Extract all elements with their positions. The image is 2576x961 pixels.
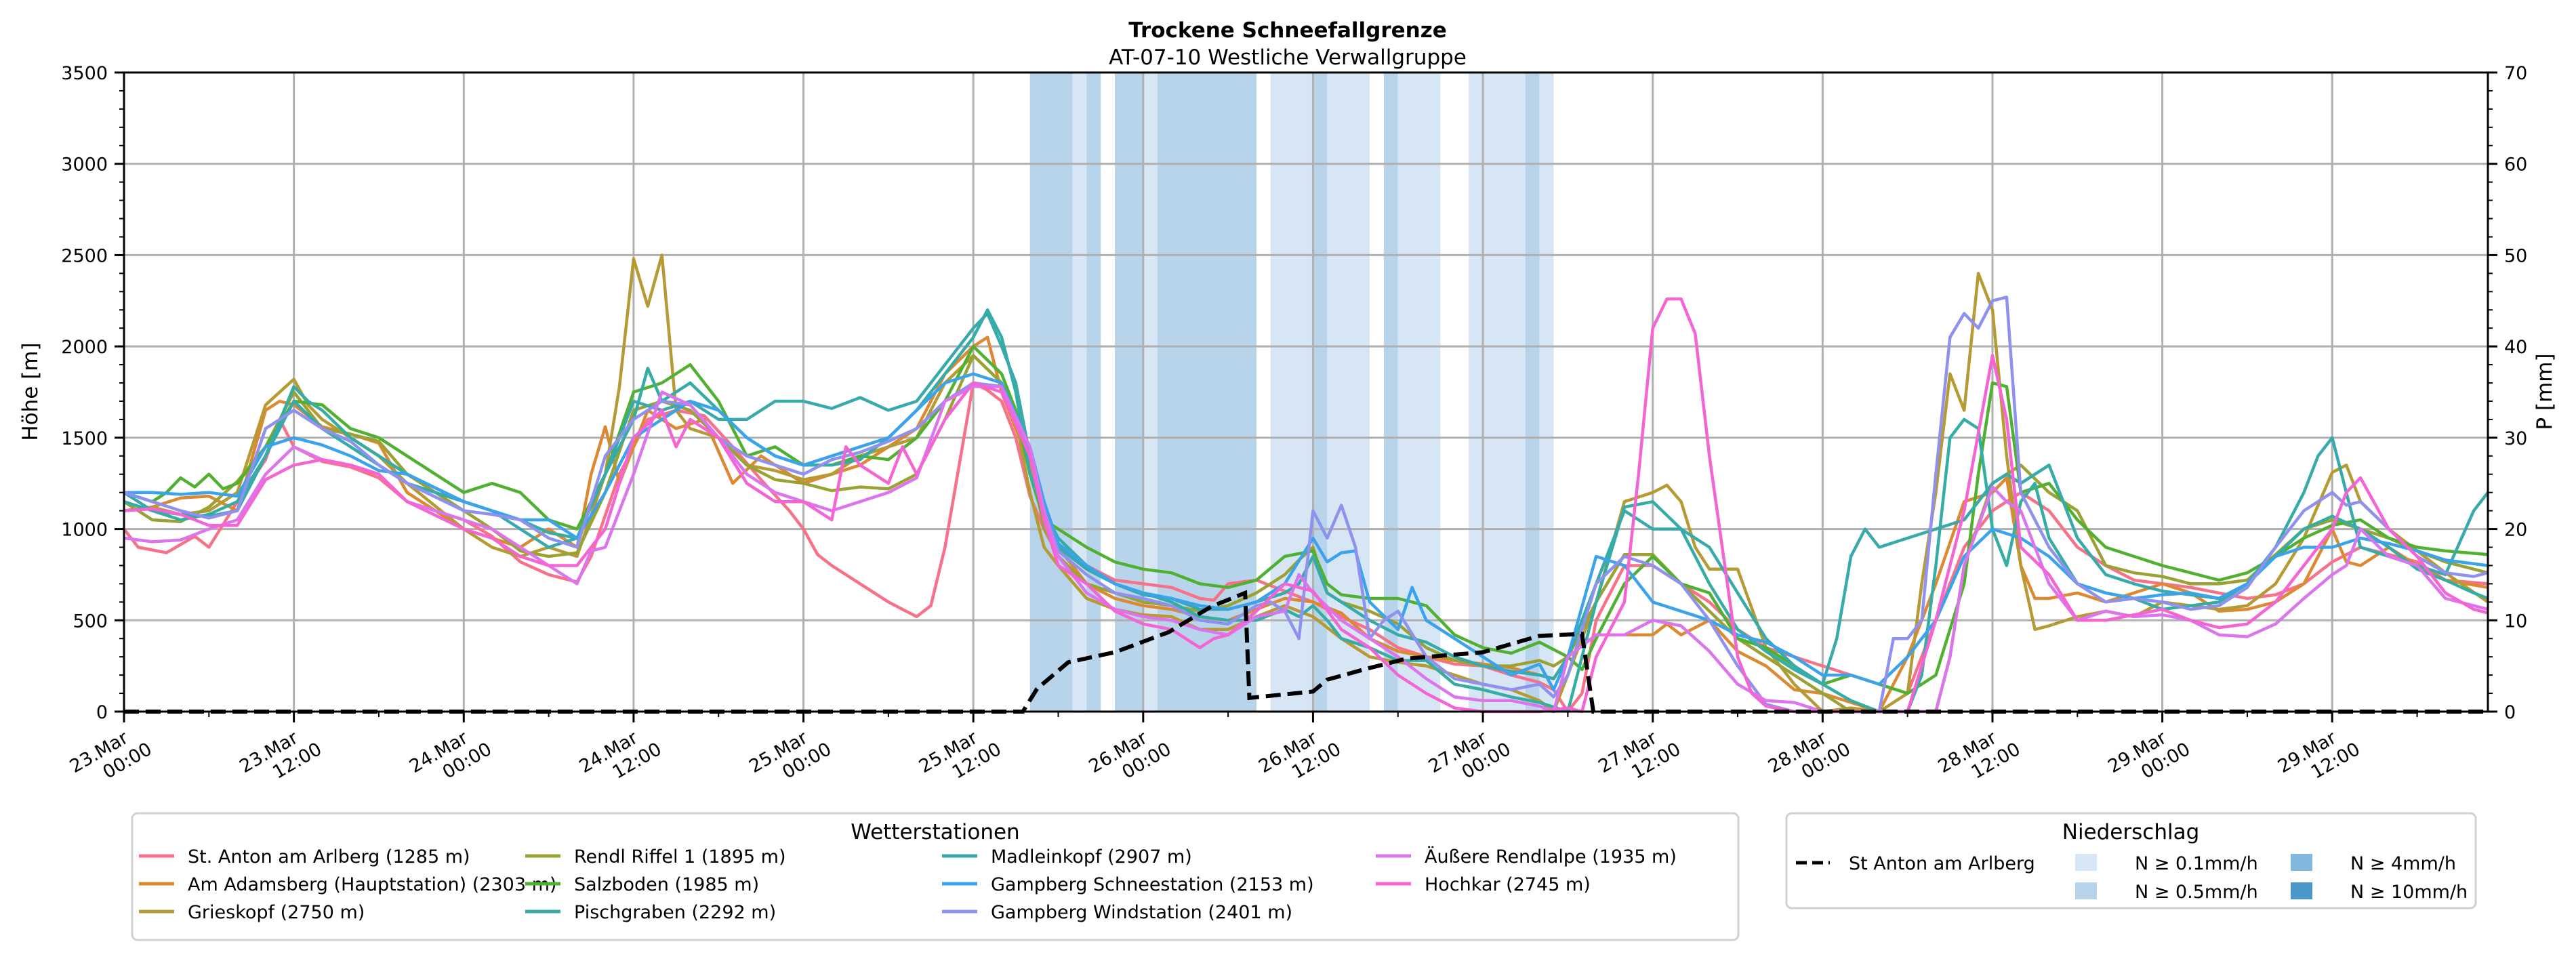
legend-label-7: Gampberg Schneestation (2153 m) bbox=[991, 874, 1314, 895]
legend-precip-title: Niederschlag bbox=[2062, 820, 2200, 844]
y2-tick-label: 10 bbox=[2504, 611, 2527, 632]
legend-label-6: Madleinkopf (2907 m) bbox=[991, 846, 1192, 867]
legend-band-swatch-3 bbox=[2291, 882, 2312, 899]
legend-label-8: Gampberg Windstation (2401 m) bbox=[991, 902, 1292, 923]
y-tick-label: 3500 bbox=[61, 63, 108, 84]
legend-label-10: Hochkar (2745 m) bbox=[1425, 874, 1591, 895]
legend-band-label-1: N ≥ 0.5mm/h bbox=[2135, 882, 2258, 903]
y2-tick-label: 30 bbox=[2504, 428, 2527, 449]
y2-tick-label: 50 bbox=[2504, 245, 2527, 266]
legend-label-4: Salzboden (1985 m) bbox=[574, 874, 759, 895]
legend-band-label-2: N ≥ 4mm/h bbox=[2350, 853, 2456, 874]
legend-band-label-0: N ≥ 0.1mm/h bbox=[2135, 853, 2258, 874]
y-axis-label: Höhe [m] bbox=[18, 342, 43, 441]
series-line-4 bbox=[123, 344, 2489, 695]
series-line-6 bbox=[123, 312, 2489, 686]
y2-tick-label: 60 bbox=[2504, 155, 2527, 176]
series-line-5 bbox=[123, 308, 2489, 714]
precip-line-group bbox=[124, 590, 2488, 714]
legend-band-swatch-1 bbox=[2075, 882, 2097, 899]
y-tick-label: 2500 bbox=[61, 245, 108, 266]
y-axis-right: 0 10 20 30 40 50 60 70 bbox=[2488, 63, 2527, 723]
series-line-9 bbox=[123, 385, 2489, 714]
legend-label-1: Am Adamsberg (Hauptstation) (2303 m) bbox=[188, 874, 556, 895]
legend-stations-title: Wetterstationen bbox=[851, 820, 1019, 844]
precip-band-11 bbox=[1469, 73, 1526, 712]
legend-band-swatch-0 bbox=[2075, 854, 2097, 871]
precip-band-7 bbox=[1313, 73, 1328, 712]
y2-tick-label: 20 bbox=[2504, 520, 2527, 541]
y-tick-label: 1000 bbox=[61, 520, 108, 541]
precip-band-9 bbox=[1383, 73, 1398, 712]
legend-label-9: Äußere Rendlalpe (1935 m) bbox=[1425, 846, 1677, 867]
legend-label-5: Pischgraben (2292 m) bbox=[574, 902, 776, 923]
legend-band-swatch-2 bbox=[2291, 854, 2312, 871]
chart-title: Trockene Schneefallgrenze bbox=[1128, 18, 1447, 43]
legend-band-label-3: N ≥ 10mm/h bbox=[2350, 882, 2468, 903]
legend-precip-line-label: St Anton am Arlberg bbox=[1849, 853, 2035, 874]
legend-stations: Wetterstationen St. Anton am Arlberg (12… bbox=[131, 812, 1740, 941]
series-line-7 bbox=[124, 372, 2489, 691]
precip-band-1 bbox=[1072, 73, 1087, 712]
series-lines bbox=[123, 253, 2489, 714]
legend-label-0: St. Anton am Arlberg (1285 m) bbox=[188, 846, 470, 867]
y-tick-label: 1500 bbox=[61, 428, 108, 449]
y2-tick-label: 0 bbox=[2504, 702, 2516, 723]
y-tick-label: 2000 bbox=[61, 337, 108, 358]
legend-label-2: Grieskopf (2750 m) bbox=[188, 902, 365, 923]
y-tick-label: 3000 bbox=[61, 155, 108, 176]
legend-stations-items: St. Anton am Arlberg (1285 m) Am Adamsber… bbox=[139, 846, 1677, 923]
precip-band-13 bbox=[1539, 73, 1554, 712]
y-axis-left: 0 500 1000 1500 2000 2500 3000 3500 bbox=[61, 63, 124, 723]
precip-cumulative-line bbox=[124, 590, 2488, 714]
precip-band-0 bbox=[1029, 73, 1073, 712]
y-tick-label: 500 bbox=[73, 611, 108, 632]
y2-axis-label: P [mm] bbox=[2533, 353, 2557, 430]
series-line-10 bbox=[123, 297, 2489, 714]
precip-bands bbox=[1029, 73, 1554, 712]
precip-band-2 bbox=[1086, 73, 1101, 712]
chart-subtitle: AT-07-10 Westliche Verwallgruppe bbox=[1109, 45, 1467, 70]
y-tick-label: 0 bbox=[96, 702, 108, 723]
precip-band-12 bbox=[1525, 73, 1540, 712]
legend-precip: Niederschlag St Anton am Arlberg N ≥ 0.1… bbox=[1785, 812, 2477, 909]
y2-tick-label: 70 bbox=[2504, 63, 2527, 84]
legend-label-3: Rendl Riffel 1 (1895 m) bbox=[574, 846, 785, 867]
y2-tick-label: 40 bbox=[2504, 337, 2527, 358]
precip-band-4 bbox=[1143, 73, 1158, 712]
plot-frame bbox=[123, 71, 2489, 713]
